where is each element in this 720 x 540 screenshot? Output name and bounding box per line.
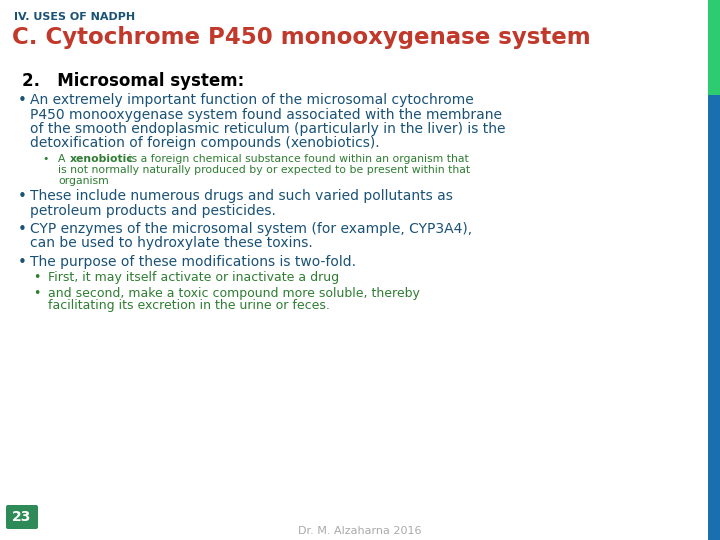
Bar — [708, 0, 720, 95]
Text: detoxification of foreign compounds (xenobiotics).: detoxification of foreign compounds (xen… — [30, 137, 379, 151]
Text: Dr. M. Alzaharna 2016: Dr. M. Alzaharna 2016 — [298, 526, 422, 536]
Text: C. Cytochrome P450 monooxygenase system: C. Cytochrome P450 monooxygenase system — [12, 26, 590, 49]
Text: •: • — [18, 255, 27, 270]
Text: facilitating its excretion in the urine or feces.: facilitating its excretion in the urine … — [48, 300, 330, 313]
Text: First, it may itself activate or inactivate a drug: First, it may itself activate or inactiv… — [48, 272, 339, 285]
Text: P450 monooxygenase system found associated with the membrane: P450 monooxygenase system found associat… — [30, 107, 502, 122]
Text: organism: organism — [58, 176, 109, 186]
Text: •: • — [33, 287, 40, 300]
FancyBboxPatch shape — [6, 505, 38, 529]
Text: •: • — [42, 154, 48, 164]
Text: IV. USES OF NADPH: IV. USES OF NADPH — [14, 12, 135, 22]
Text: and second, make a toxic compound more soluble, thereby: and second, make a toxic compound more s… — [48, 287, 420, 300]
Text: These include numerous drugs and such varied pollutants as: These include numerous drugs and such va… — [30, 189, 453, 203]
Text: is a foreign chemical substance found within an organism that: is a foreign chemical substance found wi… — [125, 154, 469, 164]
Text: petroleum products and pesticides.: petroleum products and pesticides. — [30, 204, 276, 218]
Text: •: • — [18, 222, 27, 237]
Text: A: A — [58, 154, 69, 164]
Text: 23: 23 — [12, 510, 32, 524]
Text: 2.   Microsomal system:: 2. Microsomal system: — [22, 72, 244, 90]
Text: •: • — [33, 272, 40, 285]
Bar — [708, 95, 720, 540]
Text: The purpose of these modifications is two-fold.: The purpose of these modifications is tw… — [30, 255, 356, 269]
Text: xenobiotic: xenobiotic — [70, 154, 134, 164]
Text: •: • — [18, 93, 27, 108]
Text: is not normally naturally produced by or expected to be present within that: is not normally naturally produced by or… — [58, 165, 470, 175]
Text: CYP enzymes of the microsomal system (for example, CYP3A4),: CYP enzymes of the microsomal system (fo… — [30, 222, 472, 236]
Text: can be used to hydroxylate these toxins.: can be used to hydroxylate these toxins. — [30, 237, 312, 251]
Text: of the smooth endoplasmic reticulum (particularly in the liver) is the: of the smooth endoplasmic reticulum (par… — [30, 122, 505, 136]
Text: •: • — [18, 189, 27, 204]
Text: An extremely important function of the microsomal cytochrome: An extremely important function of the m… — [30, 93, 474, 107]
